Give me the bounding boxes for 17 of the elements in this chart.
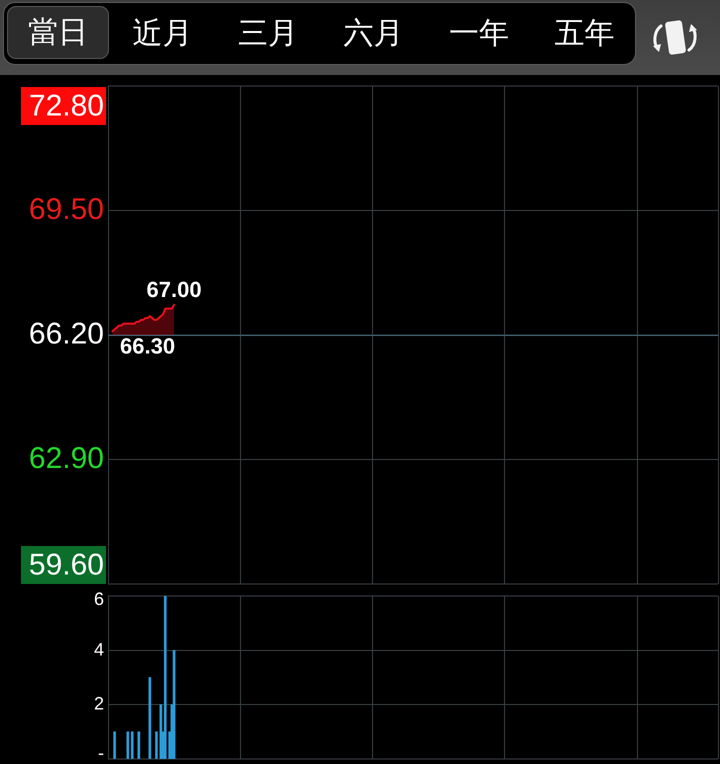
tab[interactable]: 六月: [320, 3, 426, 64]
tab[interactable]: 近月: [110, 3, 215, 64]
y-tick-label: 72.80: [28, 89, 104, 122]
tab[interactable]: 三月: [215, 3, 320, 64]
y-tick-label: -: [98, 742, 104, 763]
y-tick-label: 66.20: [28, 317, 104, 350]
tab[interactable]: 一年: [426, 3, 532, 64]
y-tick-label: 6: [94, 588, 104, 609]
data-label: 66.30: [120, 333, 176, 358]
data-label: 67.00: [146, 276, 202, 302]
y-tick-label: 69.50: [28, 192, 104, 226]
y-tick-label: 62.90: [28, 442, 104, 475]
y-tick-label: 59.60: [28, 548, 104, 582]
y-tick-label: 4: [94, 639, 104, 660]
tab[interactable]: 五年: [532, 3, 637, 64]
tab[interactable]: 當日: [7, 6, 108, 59]
y-tick-label: 2: [94, 694, 104, 714]
